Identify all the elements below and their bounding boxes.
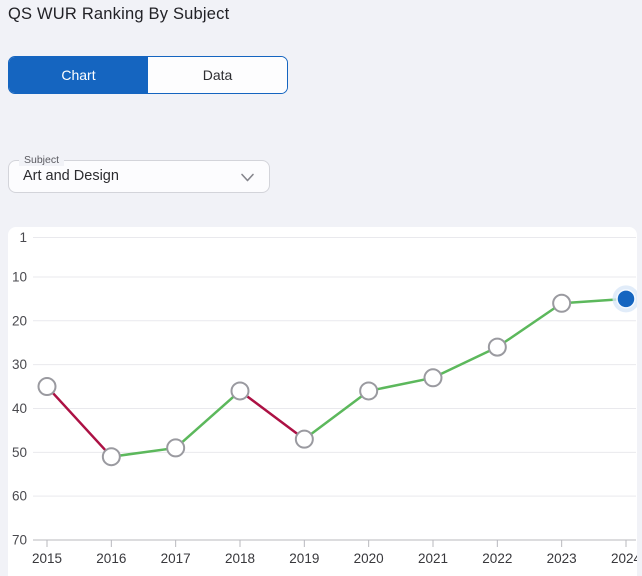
chart-point[interactable] bbox=[230, 381, 250, 401]
x-axis-tick-label: 2022 bbox=[482, 551, 512, 566]
chart-line-segment bbox=[174, 389, 242, 450]
chart-line-segment bbox=[110, 446, 177, 458]
x-axis-tick-label: 2024 bbox=[611, 551, 637, 566]
page-title: QS WUR Ranking By Subject bbox=[8, 5, 230, 23]
subject-select-value: Art and Design bbox=[23, 168, 119, 184]
chart-point[interactable] bbox=[359, 381, 379, 401]
y-axis-tick-label: 20 bbox=[12, 313, 27, 328]
chart-line-segment bbox=[367, 376, 435, 393]
y-axis-tick-label: 10 bbox=[12, 269, 27, 284]
chart-point[interactable] bbox=[166, 438, 186, 458]
y-axis-tick-label: 1 bbox=[19, 230, 27, 245]
x-axis-tick-label: 2020 bbox=[354, 551, 384, 566]
chart-data-toggle: Chart Data bbox=[8, 56, 288, 94]
subject-select[interactable]: Subject Art and Design bbox=[8, 154, 270, 193]
y-axis-tick-label: 30 bbox=[12, 357, 27, 372]
y-axis-tick-label: 70 bbox=[12, 533, 27, 548]
x-axis-tick-label: 2023 bbox=[547, 551, 577, 566]
x-axis-tick-label: 2018 bbox=[225, 551, 255, 566]
chart-point[interactable] bbox=[552, 293, 572, 313]
ranking-line-chart: 1 10 20 30 40 50 60 70 2015 2016 2017 2018 2019 2020 2… bbox=[12, 230, 637, 566]
chevron-down-icon bbox=[240, 170, 255, 185]
y-axis-tick-label: 60 bbox=[12, 489, 27, 504]
tab-data[interactable]: Data bbox=[148, 57, 287, 93]
y-axis-tick-label: 50 bbox=[12, 445, 27, 460]
tab-chart[interactable]: Chart bbox=[9, 57, 148, 93]
x-axis-tick-label: 2021 bbox=[418, 551, 448, 566]
chart-point[interactable] bbox=[294, 429, 314, 449]
chart-line-segment bbox=[496, 302, 563, 349]
chart-point[interactable] bbox=[423, 368, 443, 388]
x-axis-tick-label: 2019 bbox=[289, 551, 319, 566]
x-axis-tick-label: 2016 bbox=[96, 551, 126, 566]
chart-line-segment bbox=[238, 389, 306, 441]
y-axis-tick-label: 40 bbox=[12, 401, 27, 416]
chart-line-segment bbox=[303, 389, 370, 441]
x-axis-tick-label: 2015 bbox=[32, 551, 62, 566]
chart-point[interactable] bbox=[487, 337, 507, 357]
chart-line-segment bbox=[45, 385, 113, 458]
x-axis-tick-label: 2017 bbox=[161, 551, 191, 566]
chart-point[interactable] bbox=[101, 447, 121, 467]
ranking-chart-card: 1 10 20 30 40 50 60 70 2015 2016 2017 2018 2019 2020 2… bbox=[8, 227, 637, 576]
chart-point[interactable] bbox=[37, 377, 57, 397]
chart-line-segment bbox=[431, 345, 499, 380]
subject-select-label: Subject bbox=[19, 154, 65, 166]
chart-point-current[interactable] bbox=[616, 289, 636, 309]
